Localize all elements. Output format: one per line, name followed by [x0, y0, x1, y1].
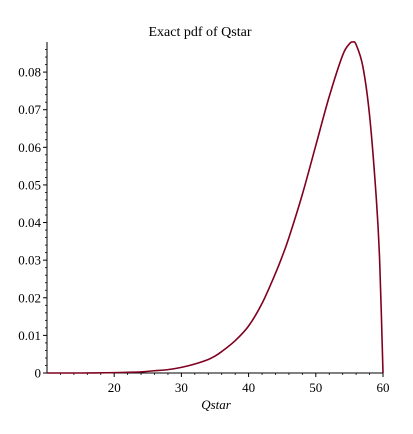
- y-tick-label: 0.04: [18, 215, 41, 230]
- x-tick-label: 60: [377, 380, 390, 395]
- tick-marks: [43, 49, 384, 377]
- chart-title: Exact pdf of Qstar: [148, 25, 251, 40]
- x-tick-label: 30: [175, 380, 188, 395]
- pdf-curve: [47, 41, 384, 374]
- x-tick-label: 50: [309, 380, 322, 395]
- y-tick-label: 0.07: [18, 102, 41, 117]
- x-tick-label: 40: [242, 380, 255, 395]
- y-tick-label: 0.03: [18, 253, 41, 268]
- y-tick-label: 0: [35, 366, 42, 381]
- y-tick-label: 0.01: [18, 328, 41, 343]
- x-tick-label: 20: [108, 380, 121, 395]
- tick-labels: 0 0.01 0.02 0.03 0.04 0.05 0.06 0.07 0.08 20 30 40 5…: [18, 65, 389, 395]
- axes: [46, 42, 383, 374]
- y-tick-label: 0.05: [18, 177, 41, 192]
- x-axis-label: Qstar: [201, 397, 232, 412]
- y-tick-label: 0.08: [18, 65, 41, 80]
- y-tick-label: 0.06: [18, 140, 41, 155]
- y-tick-label: 0.02: [18, 290, 41, 305]
